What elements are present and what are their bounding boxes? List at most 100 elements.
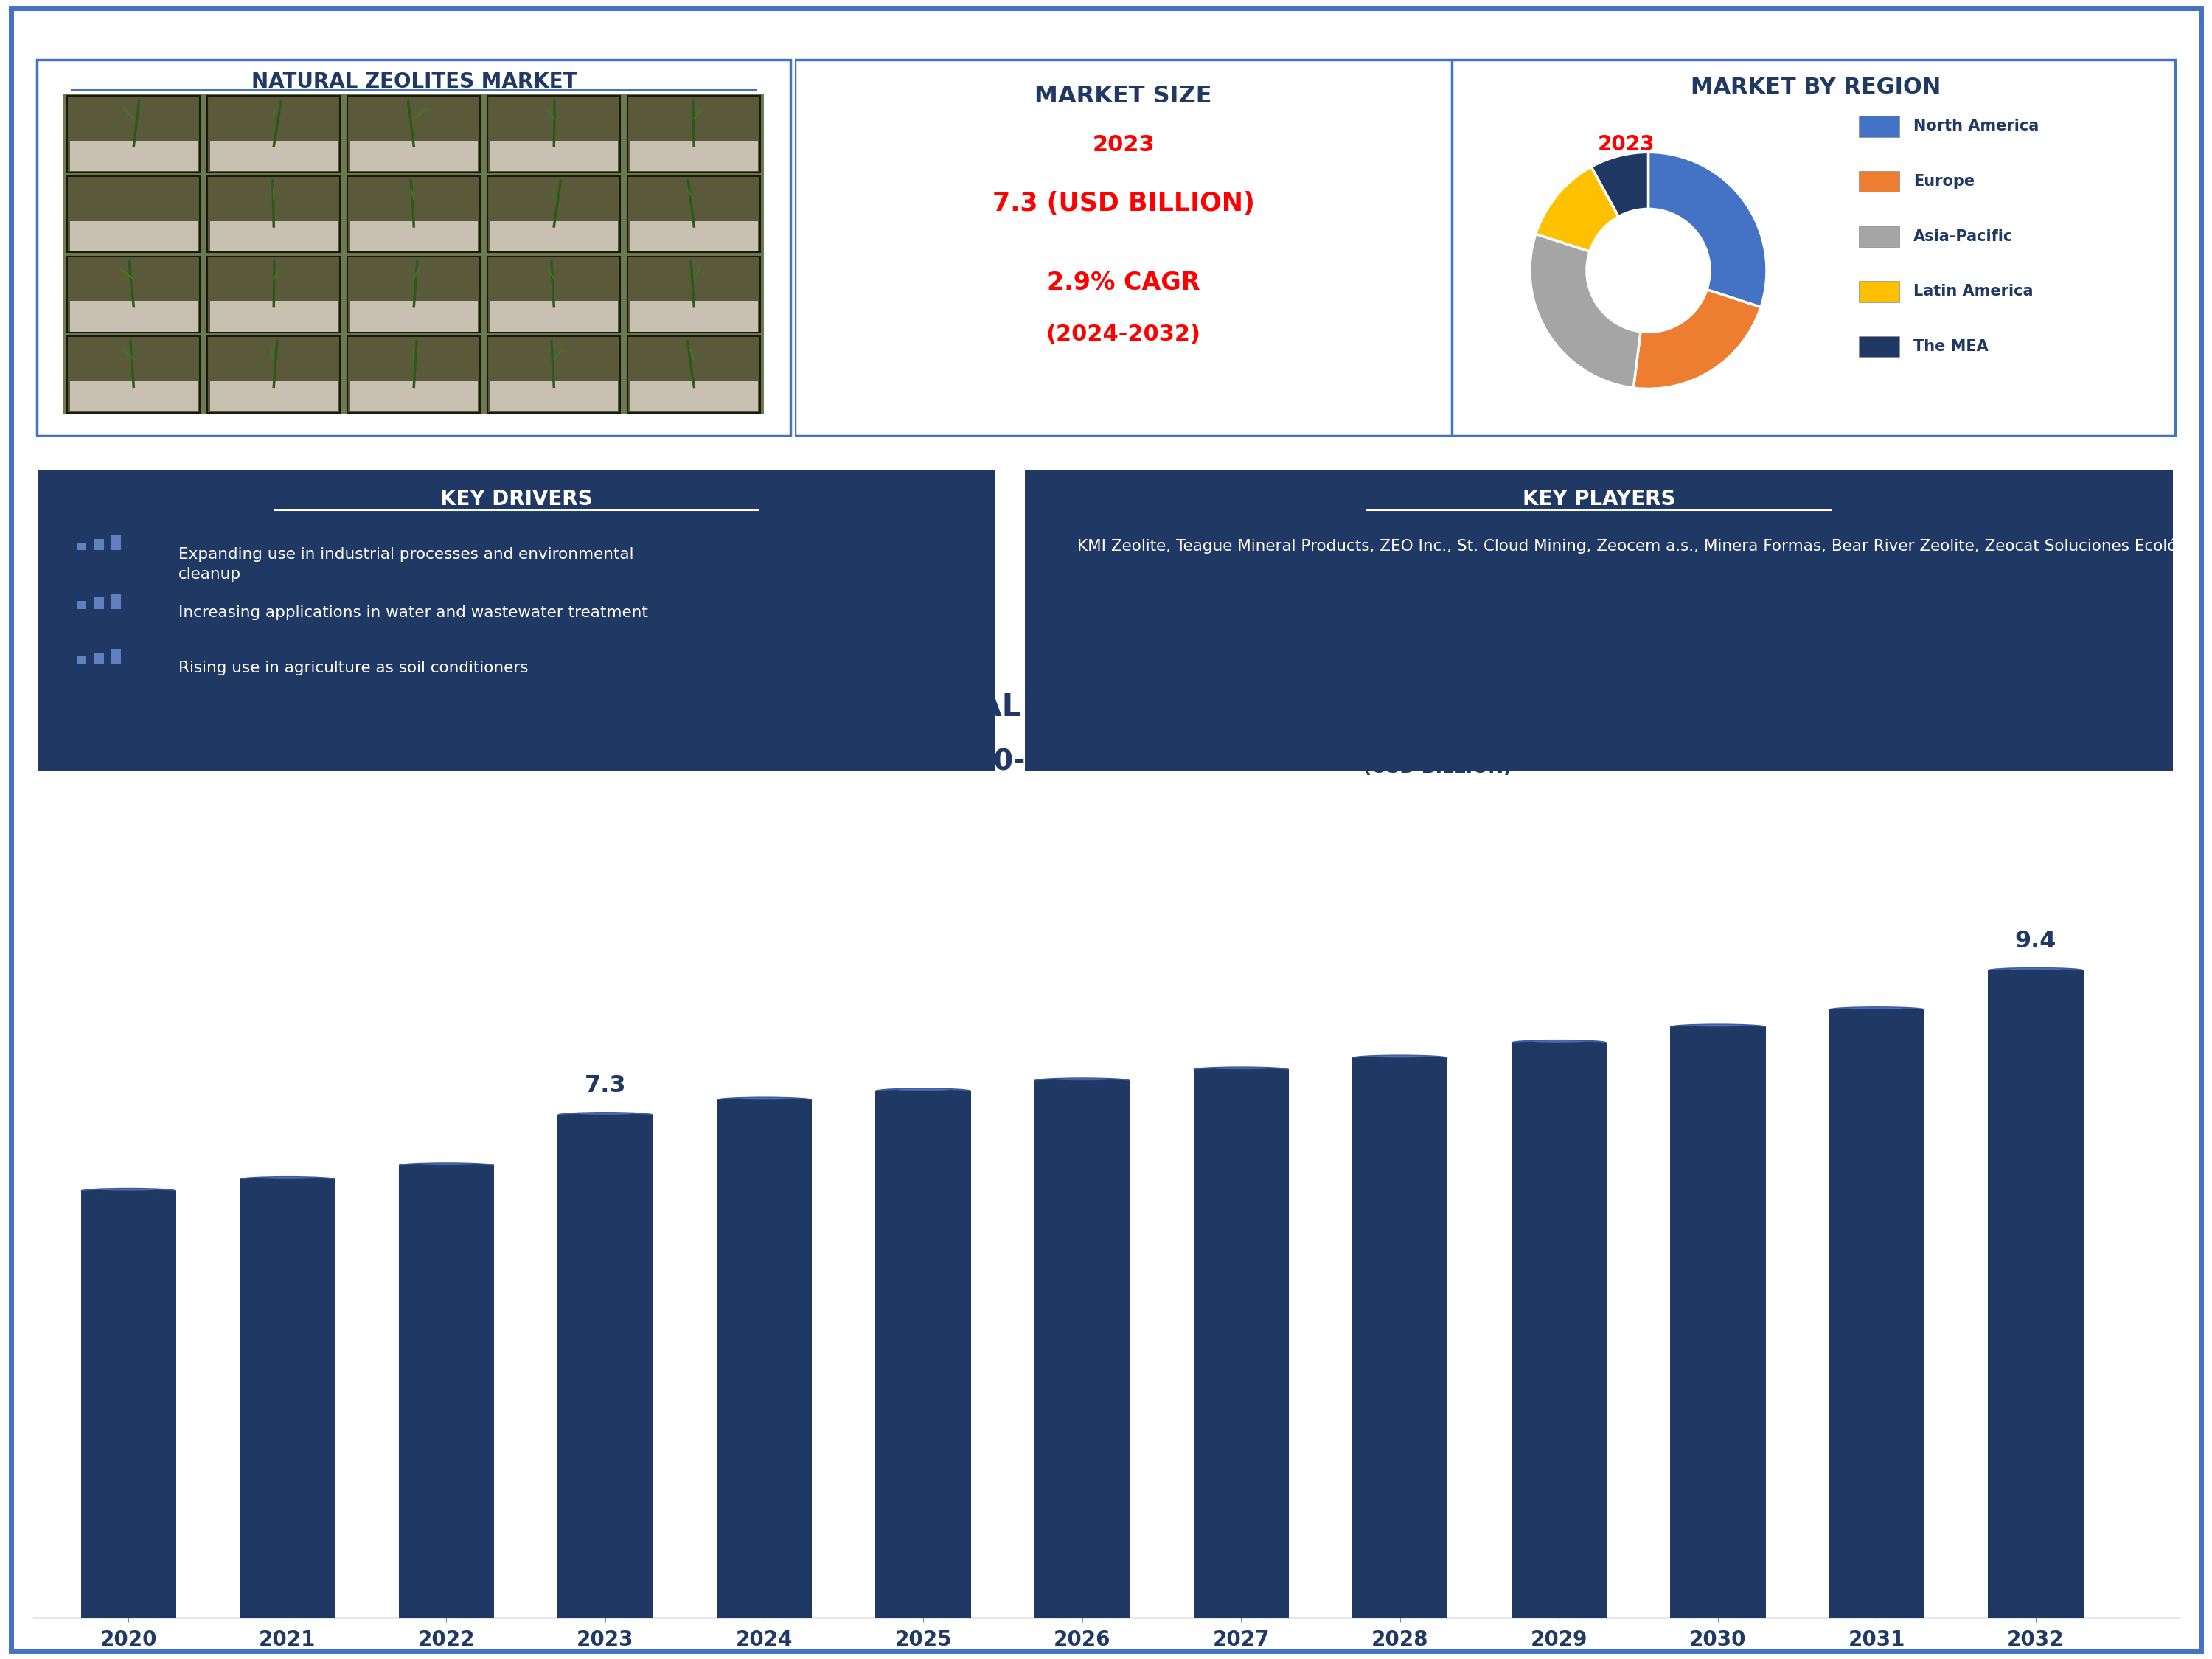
- Ellipse shape: [420, 1163, 473, 1165]
- FancyBboxPatch shape: [347, 176, 480, 252]
- Ellipse shape: [876, 1088, 971, 1093]
- FancyBboxPatch shape: [71, 141, 197, 171]
- Text: Rising use in agriculture as soil conditioners: Rising use in agriculture as soil condit…: [179, 660, 529, 675]
- Ellipse shape: [557, 1112, 653, 1117]
- FancyBboxPatch shape: [487, 255, 619, 333]
- FancyBboxPatch shape: [349, 141, 478, 171]
- FancyBboxPatch shape: [1858, 171, 1900, 192]
- FancyBboxPatch shape: [71, 382, 197, 411]
- Ellipse shape: [1829, 1007, 1924, 1012]
- FancyBboxPatch shape: [491, 221, 617, 252]
- FancyBboxPatch shape: [64, 95, 763, 415]
- FancyBboxPatch shape: [717, 1100, 812, 1618]
- Ellipse shape: [1851, 1007, 1902, 1009]
- FancyBboxPatch shape: [71, 300, 197, 332]
- FancyBboxPatch shape: [210, 141, 338, 171]
- Ellipse shape: [1829, 1009, 1924, 1012]
- Ellipse shape: [398, 1165, 493, 1168]
- FancyBboxPatch shape: [1024, 471, 2172, 771]
- Text: NATURAL ZEOLITES MARKET: NATURAL ZEOLITES MARKET: [860, 692, 1352, 723]
- Ellipse shape: [580, 1113, 633, 1115]
- FancyBboxPatch shape: [77, 657, 86, 664]
- FancyBboxPatch shape: [66, 176, 199, 252]
- FancyBboxPatch shape: [1858, 337, 1900, 357]
- Text: KEY DRIVERS: KEY DRIVERS: [440, 489, 593, 509]
- FancyBboxPatch shape: [487, 96, 619, 173]
- Ellipse shape: [102, 1190, 155, 1191]
- Ellipse shape: [398, 1163, 493, 1168]
- FancyBboxPatch shape: [210, 300, 338, 332]
- FancyBboxPatch shape: [66, 96, 199, 173]
- Ellipse shape: [261, 1176, 314, 1180]
- Ellipse shape: [82, 1188, 177, 1193]
- Ellipse shape: [717, 1098, 812, 1102]
- FancyBboxPatch shape: [349, 382, 478, 411]
- Ellipse shape: [1374, 1055, 1427, 1058]
- FancyBboxPatch shape: [794, 60, 1451, 436]
- FancyBboxPatch shape: [487, 337, 619, 413]
- Text: (2024-2032): (2024-2032): [1046, 324, 1201, 345]
- Text: 9.4: 9.4: [2015, 929, 2057, 952]
- FancyBboxPatch shape: [82, 1191, 177, 1618]
- FancyBboxPatch shape: [1858, 116, 1900, 138]
- FancyBboxPatch shape: [66, 255, 199, 333]
- FancyBboxPatch shape: [95, 652, 104, 664]
- FancyBboxPatch shape: [66, 337, 199, 413]
- Text: Asia-Pacific: Asia-Pacific: [1913, 229, 2013, 244]
- Ellipse shape: [1194, 1068, 1290, 1072]
- FancyBboxPatch shape: [630, 141, 759, 171]
- Ellipse shape: [1055, 1078, 1108, 1080]
- Ellipse shape: [1989, 967, 2084, 972]
- FancyBboxPatch shape: [491, 300, 617, 332]
- Ellipse shape: [1511, 1042, 1606, 1045]
- FancyBboxPatch shape: [349, 300, 478, 332]
- Ellipse shape: [739, 1098, 790, 1100]
- FancyBboxPatch shape: [1670, 1027, 1765, 1618]
- FancyBboxPatch shape: [1035, 1080, 1130, 1618]
- FancyBboxPatch shape: [77, 542, 86, 551]
- Ellipse shape: [1214, 1067, 1267, 1070]
- FancyBboxPatch shape: [1511, 1042, 1606, 1618]
- Text: NATURAL ZEOLITES MARKET: NATURAL ZEOLITES MARKET: [252, 71, 577, 91]
- Ellipse shape: [239, 1178, 336, 1181]
- Ellipse shape: [557, 1113, 653, 1118]
- FancyBboxPatch shape: [628, 96, 761, 173]
- FancyBboxPatch shape: [1829, 1009, 1924, 1618]
- FancyBboxPatch shape: [630, 221, 759, 252]
- Ellipse shape: [717, 1097, 812, 1102]
- FancyBboxPatch shape: [1451, 60, 2174, 436]
- FancyBboxPatch shape: [71, 221, 197, 252]
- FancyBboxPatch shape: [630, 300, 759, 332]
- FancyBboxPatch shape: [347, 255, 480, 333]
- FancyBboxPatch shape: [1194, 1068, 1290, 1618]
- Text: 2.9% CAGR: 2.9% CAGR: [1046, 270, 1199, 295]
- Ellipse shape: [239, 1176, 336, 1181]
- Ellipse shape: [876, 1090, 971, 1093]
- FancyBboxPatch shape: [208, 255, 341, 333]
- Ellipse shape: [1035, 1080, 1130, 1083]
- FancyBboxPatch shape: [628, 255, 761, 333]
- FancyBboxPatch shape: [111, 594, 122, 609]
- FancyBboxPatch shape: [111, 536, 122, 551]
- FancyBboxPatch shape: [95, 539, 104, 551]
- Text: Latin America: Latin America: [1913, 284, 2033, 299]
- FancyBboxPatch shape: [876, 1090, 971, 1618]
- FancyBboxPatch shape: [239, 1178, 336, 1618]
- Ellipse shape: [1511, 1040, 1606, 1045]
- Ellipse shape: [1533, 1040, 1586, 1042]
- Ellipse shape: [1035, 1077, 1130, 1083]
- FancyBboxPatch shape: [210, 221, 338, 252]
- FancyBboxPatch shape: [38, 471, 995, 771]
- FancyBboxPatch shape: [210, 382, 338, 411]
- FancyBboxPatch shape: [1352, 1057, 1447, 1618]
- Text: North America: North America: [1913, 119, 2039, 134]
- FancyBboxPatch shape: [347, 96, 480, 173]
- Text: MARKET SIZE: MARKET SIZE: [1035, 85, 1212, 108]
- FancyBboxPatch shape: [208, 96, 341, 173]
- FancyBboxPatch shape: [491, 141, 617, 171]
- Text: 7.3 (USD BILLION): 7.3 (USD BILLION): [993, 191, 1254, 216]
- FancyBboxPatch shape: [1858, 280, 1900, 302]
- Ellipse shape: [1989, 969, 2084, 972]
- FancyBboxPatch shape: [1858, 226, 1900, 247]
- FancyBboxPatch shape: [208, 176, 341, 252]
